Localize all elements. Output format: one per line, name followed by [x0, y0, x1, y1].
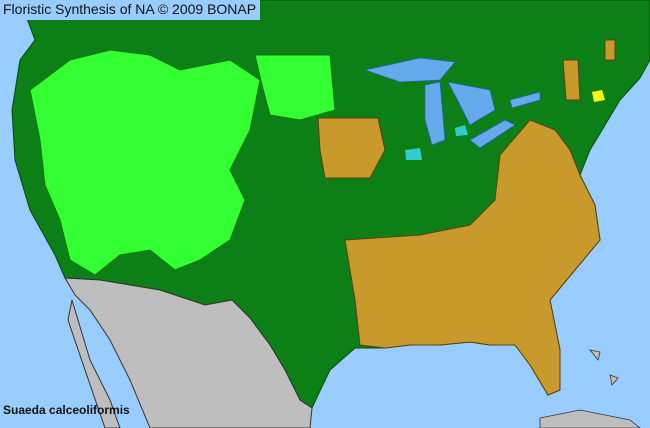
mexico-land: [64, 277, 313, 428]
absent-new-england: [562, 39, 616, 101]
great-lakes: [363, 57, 541, 149]
caribbean-islands: [539, 349, 641, 428]
present-counties-west: [29, 49, 261, 276]
present-counties-north-plains: [254, 54, 336, 121]
map-title: Floristic Synthesis of NA © 2009 BONAP: [0, 0, 261, 20]
absent-southeast: [344, 119, 601, 396]
non-native-counties: [405, 125, 468, 160]
absent-iowa: [317, 117, 386, 179]
species-name: Suaeda calceoliformis: [3, 403, 130, 417]
rare-counties: [592, 90, 605, 102]
